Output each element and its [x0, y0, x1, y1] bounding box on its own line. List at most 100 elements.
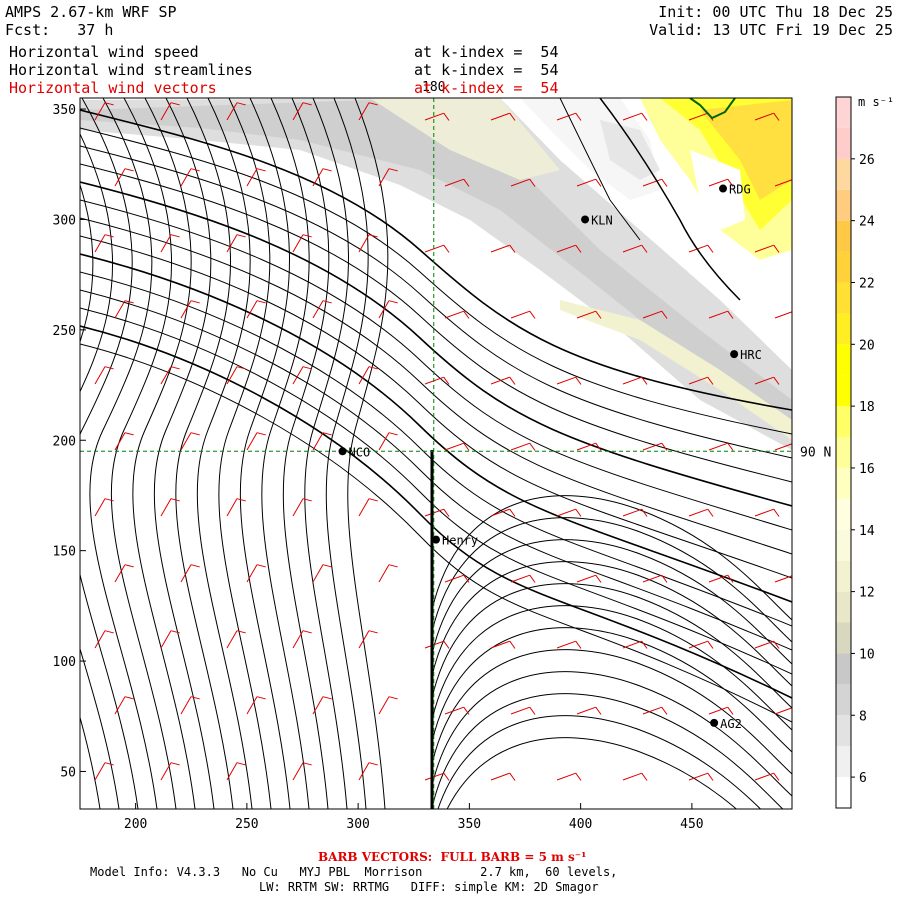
colorbar-tick-label: 8: [859, 709, 867, 724]
wind-barb-flag: [773, 376, 780, 385]
wind-barb: [556, 772, 576, 781]
wind-barb: [180, 432, 192, 451]
wind-barb: [754, 772, 774, 781]
wind-barb: [424, 244, 444, 253]
wind-barb-flag: [463, 706, 470, 715]
wind-barb-flag: [509, 112, 516, 121]
streamline: [80, 307, 792, 675]
wind-barb: [622, 376, 642, 385]
wind-barb: [490, 508, 510, 517]
streamline: [431, 693, 784, 809]
wind-barb: [358, 630, 370, 649]
wind-barb-flag: [368, 762, 378, 766]
wind-barb-flag: [707, 244, 714, 253]
wind-barb: [754, 244, 774, 253]
wind-barb-flag: [124, 696, 134, 700]
wind-barb-flag: [727, 442, 734, 451]
wind-barb: [556, 112, 576, 121]
wind-barb: [160, 102, 172, 121]
wind-barb: [444, 706, 464, 715]
wind-barb-flag: [773, 112, 780, 121]
x-tick-label: 200: [124, 817, 147, 832]
wind-barb: [708, 442, 728, 451]
wind-barb: [94, 366, 106, 385]
streamline: [261, 98, 310, 809]
streamline: [80, 181, 792, 507]
wind-barb: [424, 376, 444, 385]
colorbar-segment: [836, 622, 851, 654]
streamline: [325, 98, 369, 809]
streamline: [431, 627, 792, 753]
streamline: [304, 98, 349, 809]
y-tick-label: 250: [53, 324, 76, 339]
wind-barb: [160, 762, 172, 781]
wind-barb-flag: [509, 376, 516, 385]
wind-barb-flag: [322, 432, 332, 436]
wind-barb-flag: [236, 366, 246, 370]
streamline: [80, 133, 120, 809]
streamline: [132, 98, 196, 809]
wind-barb-flag: [727, 706, 734, 715]
wind-barb: [292, 498, 304, 517]
wind-barb-flag: [170, 630, 180, 634]
wind-barb-flag: [302, 762, 312, 766]
streamline: [431, 649, 792, 775]
x-tick-label: 400: [569, 817, 592, 832]
streamline: [437, 715, 762, 809]
streamline: [80, 271, 792, 627]
streamline: [175, 98, 234, 809]
wind-barb-flag: [104, 366, 114, 370]
wind-barb: [444, 442, 464, 451]
terrain-contour: [559, 98, 641, 241]
wind-barb-flag: [443, 508, 450, 517]
wind-barb: [358, 762, 370, 781]
wind-barb-flag: [661, 706, 668, 715]
station-label: KLN: [591, 213, 613, 227]
wind-barb: [246, 696, 258, 715]
colorbar-segment: [836, 684, 851, 716]
wind-barb: [688, 640, 708, 649]
streamline: [446, 737, 738, 809]
wind-barb-flag: [727, 178, 734, 187]
wind-barb: [160, 234, 172, 253]
y-tick-label: 150: [53, 545, 76, 560]
wind-barb-flag: [104, 762, 114, 766]
wind-barb: [378, 168, 390, 187]
wind-barb: [378, 300, 390, 319]
station-marker: [432, 535, 440, 544]
wind-barb-flag: [529, 442, 536, 451]
wind-barb: [94, 102, 106, 121]
wind-barb: [688, 244, 708, 253]
streamline: [80, 235, 792, 579]
wind-barb: [292, 234, 304, 253]
wind-barb: [246, 300, 258, 319]
wind-barb-flag: [463, 574, 470, 583]
wind-barb-flag: [463, 442, 470, 451]
colorbar-segment: [836, 158, 851, 190]
colorbar-segment: [836, 560, 851, 592]
wind-barb-flag: [641, 376, 648, 385]
wind-barb-flag: [302, 102, 312, 106]
wind-barb-flag: [256, 300, 266, 304]
wind-barb-flag: [124, 432, 134, 436]
wind-barb: [510, 442, 530, 451]
wind-barb-flag: [170, 762, 180, 766]
station-marker: [710, 718, 719, 727]
wind-barb: [774, 311, 792, 319]
colorbar-segment: [836, 282, 851, 314]
wind-barb-flag: [661, 310, 668, 319]
wind-barb-flag: [388, 696, 398, 700]
wind-barb-flag: [368, 234, 378, 238]
streamline: [80, 253, 792, 603]
wind-barb-flag: [661, 442, 668, 451]
wind-barb-flag: [463, 178, 470, 187]
wind-barb: [556, 640, 576, 649]
streamline: [431, 561, 792, 687]
wind-barb: [708, 310, 728, 319]
wind-barb-flag: [322, 300, 332, 304]
streamline: [431, 605, 792, 731]
wind-barb-flag: [104, 630, 114, 634]
streamline: [196, 98, 253, 809]
model-title: AMPS 2.67-km WRF SP: [5, 3, 177, 21]
wind-barb: [292, 366, 304, 385]
